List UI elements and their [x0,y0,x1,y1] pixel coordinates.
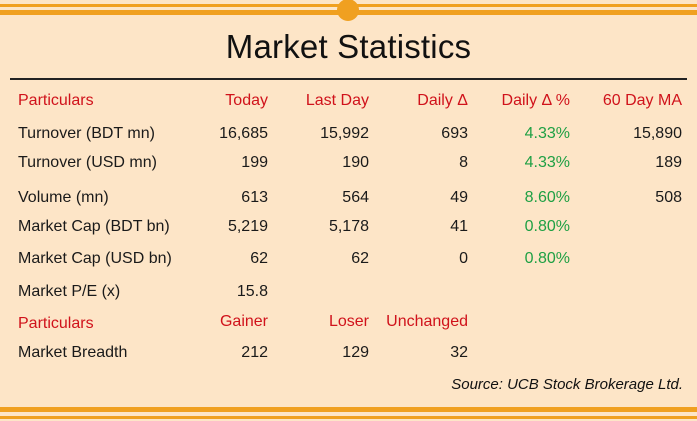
row-label: Market Cap (USD bn) [18,250,172,267]
row-today: 15.8 [236,283,268,300]
header-last-day: Last Day [305,92,369,109]
breadth-header-unchanged: Unchanged [386,313,468,330]
row-daily-delta: 49 [450,189,468,206]
source-note: Source: UCB Stock Brokerage Ltd. [451,376,683,393]
row-daily-delta: 8 [459,154,468,171]
bottom-bar-line-thin [0,416,697,419]
row-daily-delta-pct: 0.80% [524,218,570,235]
row-60-day-ma: 15,890 [633,125,682,142]
breadth-unchanged: 32 [450,344,468,361]
page-title: Market Statistics [225,28,472,65]
breadth-loser: 129 [342,344,369,361]
row-60-day-ma: 508 [655,189,682,206]
bottom-bar-line-thick [0,407,697,412]
breadth-label: Market Breadth [18,344,128,361]
row-daily-delta-pct: 4.33% [524,154,570,171]
row-label: Volume (mn) [18,189,109,206]
row-today: 199 [241,154,268,171]
row-60-day-ma: 189 [655,154,682,171]
row-label: Turnover (USD mn) [18,154,157,171]
row-last-day: 62 [351,250,369,267]
breadth-gainer: 212 [241,344,268,361]
row-last-day: 5,178 [328,218,369,235]
row-last-day: 15,992 [320,125,369,142]
row-daily-delta: 41 [450,218,468,235]
header-particulars: Particulars [18,92,94,109]
row-daily-delta-pct: 4.33% [524,125,570,142]
row-today: 613 [241,189,268,206]
breadth-header-loser: Loser [328,313,369,330]
row-label: Market P/E (x) [18,283,121,300]
header-today: Today [225,92,268,109]
breadth-header-particulars: Particulars [18,315,94,332]
bottom-decorative-bar [0,405,697,421]
top-decorative-bar [0,0,697,21]
header-60-day-ma: 60 Day MA [602,92,682,109]
row-daily-delta-pct: 0.80% [524,250,570,267]
row-label: Turnover (BDT mn) [18,125,155,142]
row-last-day: 564 [342,189,369,206]
header-daily-delta-pct: Daily Δ % [501,92,570,109]
row-label: Market Cap (BDT bn) [18,218,170,235]
title-divider [10,78,687,80]
row-daily-delta: 693 [441,125,468,142]
row-daily-delta: 0 [459,250,468,267]
row-last-day: 190 [342,154,369,171]
breadth-header-gainer: Gainer [219,313,268,330]
row-today: 16,685 [219,125,268,142]
row-today: 5,219 [227,218,268,235]
top-bar-dot [337,0,359,21]
header-daily-delta: Daily Δ [417,92,468,109]
row-daily-delta-pct: 8.60% [524,189,570,206]
row-today: 62 [250,250,268,267]
